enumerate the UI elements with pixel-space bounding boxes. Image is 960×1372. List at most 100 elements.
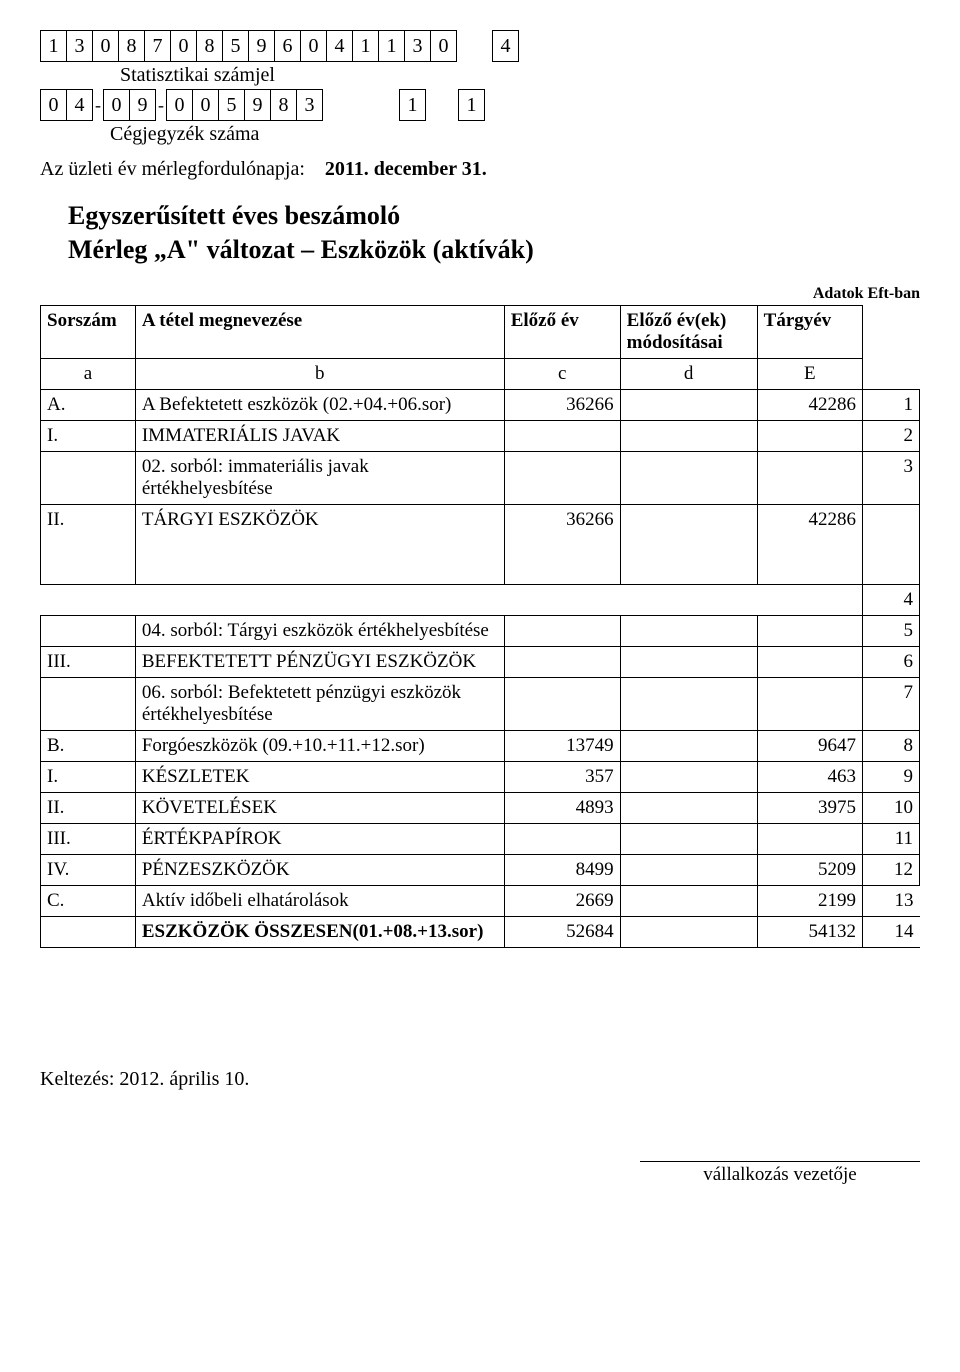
cell-b: A Befektetett eszközök (02.+04.+06.sor) bbox=[135, 389, 504, 420]
table-row: I.IMMATERIÁLIS JAVAK2 bbox=[41, 420, 920, 451]
table-row: B.Forgóeszközök (09.+10.+11.+12.sor)1374… bbox=[41, 730, 920, 761]
col-elozo: Előző év bbox=[504, 305, 620, 358]
row-number: 3 bbox=[863, 451, 920, 504]
cell-a: II. bbox=[41, 792, 136, 823]
cell-d bbox=[620, 916, 757, 947]
row-number: 1 bbox=[863, 389, 920, 420]
digit-cell: 8 bbox=[118, 30, 145, 62]
cell-a: II. bbox=[41, 504, 136, 584]
cell-e: 2199 bbox=[757, 885, 862, 916]
reg-part3: 005983 bbox=[166, 89, 323, 121]
cell-b: 04. sorból: Tárgyi eszközök értékhelyesb… bbox=[135, 615, 504, 646]
cell-b: 06. sorból: Befektetett pénzügyi eszközö… bbox=[135, 677, 504, 730]
cell-a: C. bbox=[41, 885, 136, 916]
cell-c bbox=[504, 451, 620, 504]
reg-part2: 09 bbox=[103, 89, 156, 121]
digit-cell: 8 bbox=[196, 30, 223, 62]
col-megnev: A tétel megnevezése bbox=[135, 305, 504, 358]
reg-extra: 11 bbox=[383, 89, 485, 121]
cell-e: 3975 bbox=[757, 792, 862, 823]
digit-cell: 9 bbox=[129, 89, 156, 121]
cell-a bbox=[41, 615, 136, 646]
cell-b: Forgóeszközök (09.+10.+11.+12.sor) bbox=[135, 730, 504, 761]
row-number: 6 bbox=[863, 646, 920, 677]
cell-a bbox=[41, 677, 136, 730]
cell-c: 357 bbox=[504, 761, 620, 792]
cell-a: III. bbox=[41, 823, 136, 854]
fy-value: 2011. december 31. bbox=[325, 158, 487, 180]
table-row: IV.PÉNZESZKÖZÖK8499520912 bbox=[41, 854, 920, 885]
cell-e bbox=[757, 646, 862, 677]
table-row: 4 bbox=[41, 584, 920, 615]
cell-c bbox=[504, 420, 620, 451]
cell-c: 36266 bbox=[504, 504, 620, 584]
cell-d bbox=[620, 730, 757, 761]
cell-a: B. bbox=[41, 730, 136, 761]
col-targyev: Tárgyév bbox=[757, 305, 862, 358]
cell-a: I. bbox=[41, 761, 136, 792]
cell-d bbox=[620, 761, 757, 792]
digit-cell: 3 bbox=[66, 30, 93, 62]
table-row: 02. sorból: immateriális javak értékhely… bbox=[41, 451, 920, 504]
cell-a bbox=[41, 451, 136, 504]
digit-cell: 0 bbox=[170, 30, 197, 62]
cell-a: I. bbox=[41, 420, 136, 451]
reg-part1: 04 bbox=[40, 89, 93, 121]
cell-b: PÉNZESZKÖZÖK bbox=[135, 854, 504, 885]
row-number: 5 bbox=[863, 615, 920, 646]
digit-cell: 0 bbox=[92, 30, 119, 62]
cell-c: 4893 bbox=[504, 792, 620, 823]
document-footer: Keltezés: 2012. április 10. vállalkozás … bbox=[40, 1068, 920, 1186]
digit-cell: 3 bbox=[296, 89, 323, 121]
cell-e: 54132 bbox=[757, 916, 862, 947]
cell-b: 02. sorból: immateriális javak értékhely… bbox=[135, 451, 504, 504]
digit-cell: 6 bbox=[274, 30, 301, 62]
cell-a: III. bbox=[41, 646, 136, 677]
table-row: II.KÖVETELÉSEK4893397510 bbox=[41, 792, 920, 823]
cell-c: 13749 bbox=[504, 730, 620, 761]
table-header-row: Sorszám A tétel megnevezése Előző év Elő… bbox=[41, 305, 920, 358]
cell-a: IV. bbox=[41, 854, 136, 885]
unit-label: Adatok Eft-ban bbox=[40, 285, 920, 303]
row-number: 4 bbox=[863, 584, 920, 615]
cell-e bbox=[757, 677, 862, 730]
digit-cell: 1 bbox=[458, 89, 485, 121]
fy-label: Az üzleti év mérlegfordulónapja: bbox=[40, 158, 305, 180]
digit-cell: 7 bbox=[144, 30, 171, 62]
cell-b: KÖVETELÉSEK bbox=[135, 792, 504, 823]
cell-b: TÁRGYI ESZKÖZÖK bbox=[135, 504, 504, 584]
table-row: 04. sorból: Tárgyi eszközök értékhelyesb… bbox=[41, 615, 920, 646]
cell-c bbox=[504, 823, 620, 854]
cell-d bbox=[620, 615, 757, 646]
row-number: 14 bbox=[863, 916, 920, 947]
signature-line: vállalkozás vezetője bbox=[640, 1161, 920, 1186]
cell-c bbox=[504, 677, 620, 730]
cell-c bbox=[504, 646, 620, 677]
table-row: III.BEFEKTETETT PÉNZÜGYI ESZKÖZÖK6 bbox=[41, 646, 920, 677]
cell-b: ÉRTÉKPAPÍROK bbox=[135, 823, 504, 854]
table-row: C.Aktív időbeli elhatárolások2669219913 bbox=[41, 885, 920, 916]
cell-e: 42286 bbox=[757, 389, 862, 420]
cell-c: 36266 bbox=[504, 389, 620, 420]
cell-d bbox=[620, 677, 757, 730]
cell-b: Aktív időbeli elhatárolások bbox=[135, 885, 504, 916]
cell-c: 8499 bbox=[504, 854, 620, 885]
cell-a bbox=[41, 916, 136, 947]
cell-e bbox=[757, 451, 862, 504]
cell-d bbox=[620, 646, 757, 677]
document-title: Egyszerűsített éves beszámoló Mérleg „A"… bbox=[68, 199, 920, 267]
cell-c bbox=[504, 615, 620, 646]
reg-sep2: - bbox=[156, 95, 166, 116]
row-number: 11 bbox=[863, 823, 920, 854]
stat-id-label: Statisztikai számjel bbox=[120, 64, 920, 87]
cell-d bbox=[620, 854, 757, 885]
digit-cell: 0 bbox=[40, 89, 67, 121]
digit-cell: 9 bbox=[244, 89, 271, 121]
digit-cell: 4 bbox=[66, 89, 93, 121]
digit-cell: 0 bbox=[192, 89, 219, 121]
cell-b: ESZKÖZÖK ÖSSZESEN(01.+08.+13.sor) bbox=[135, 916, 504, 947]
digit-cell: 0 bbox=[166, 89, 193, 121]
cell-e: 42286 bbox=[757, 504, 862, 584]
cell-e: 5209 bbox=[757, 854, 862, 885]
cell-e: 9647 bbox=[757, 730, 862, 761]
